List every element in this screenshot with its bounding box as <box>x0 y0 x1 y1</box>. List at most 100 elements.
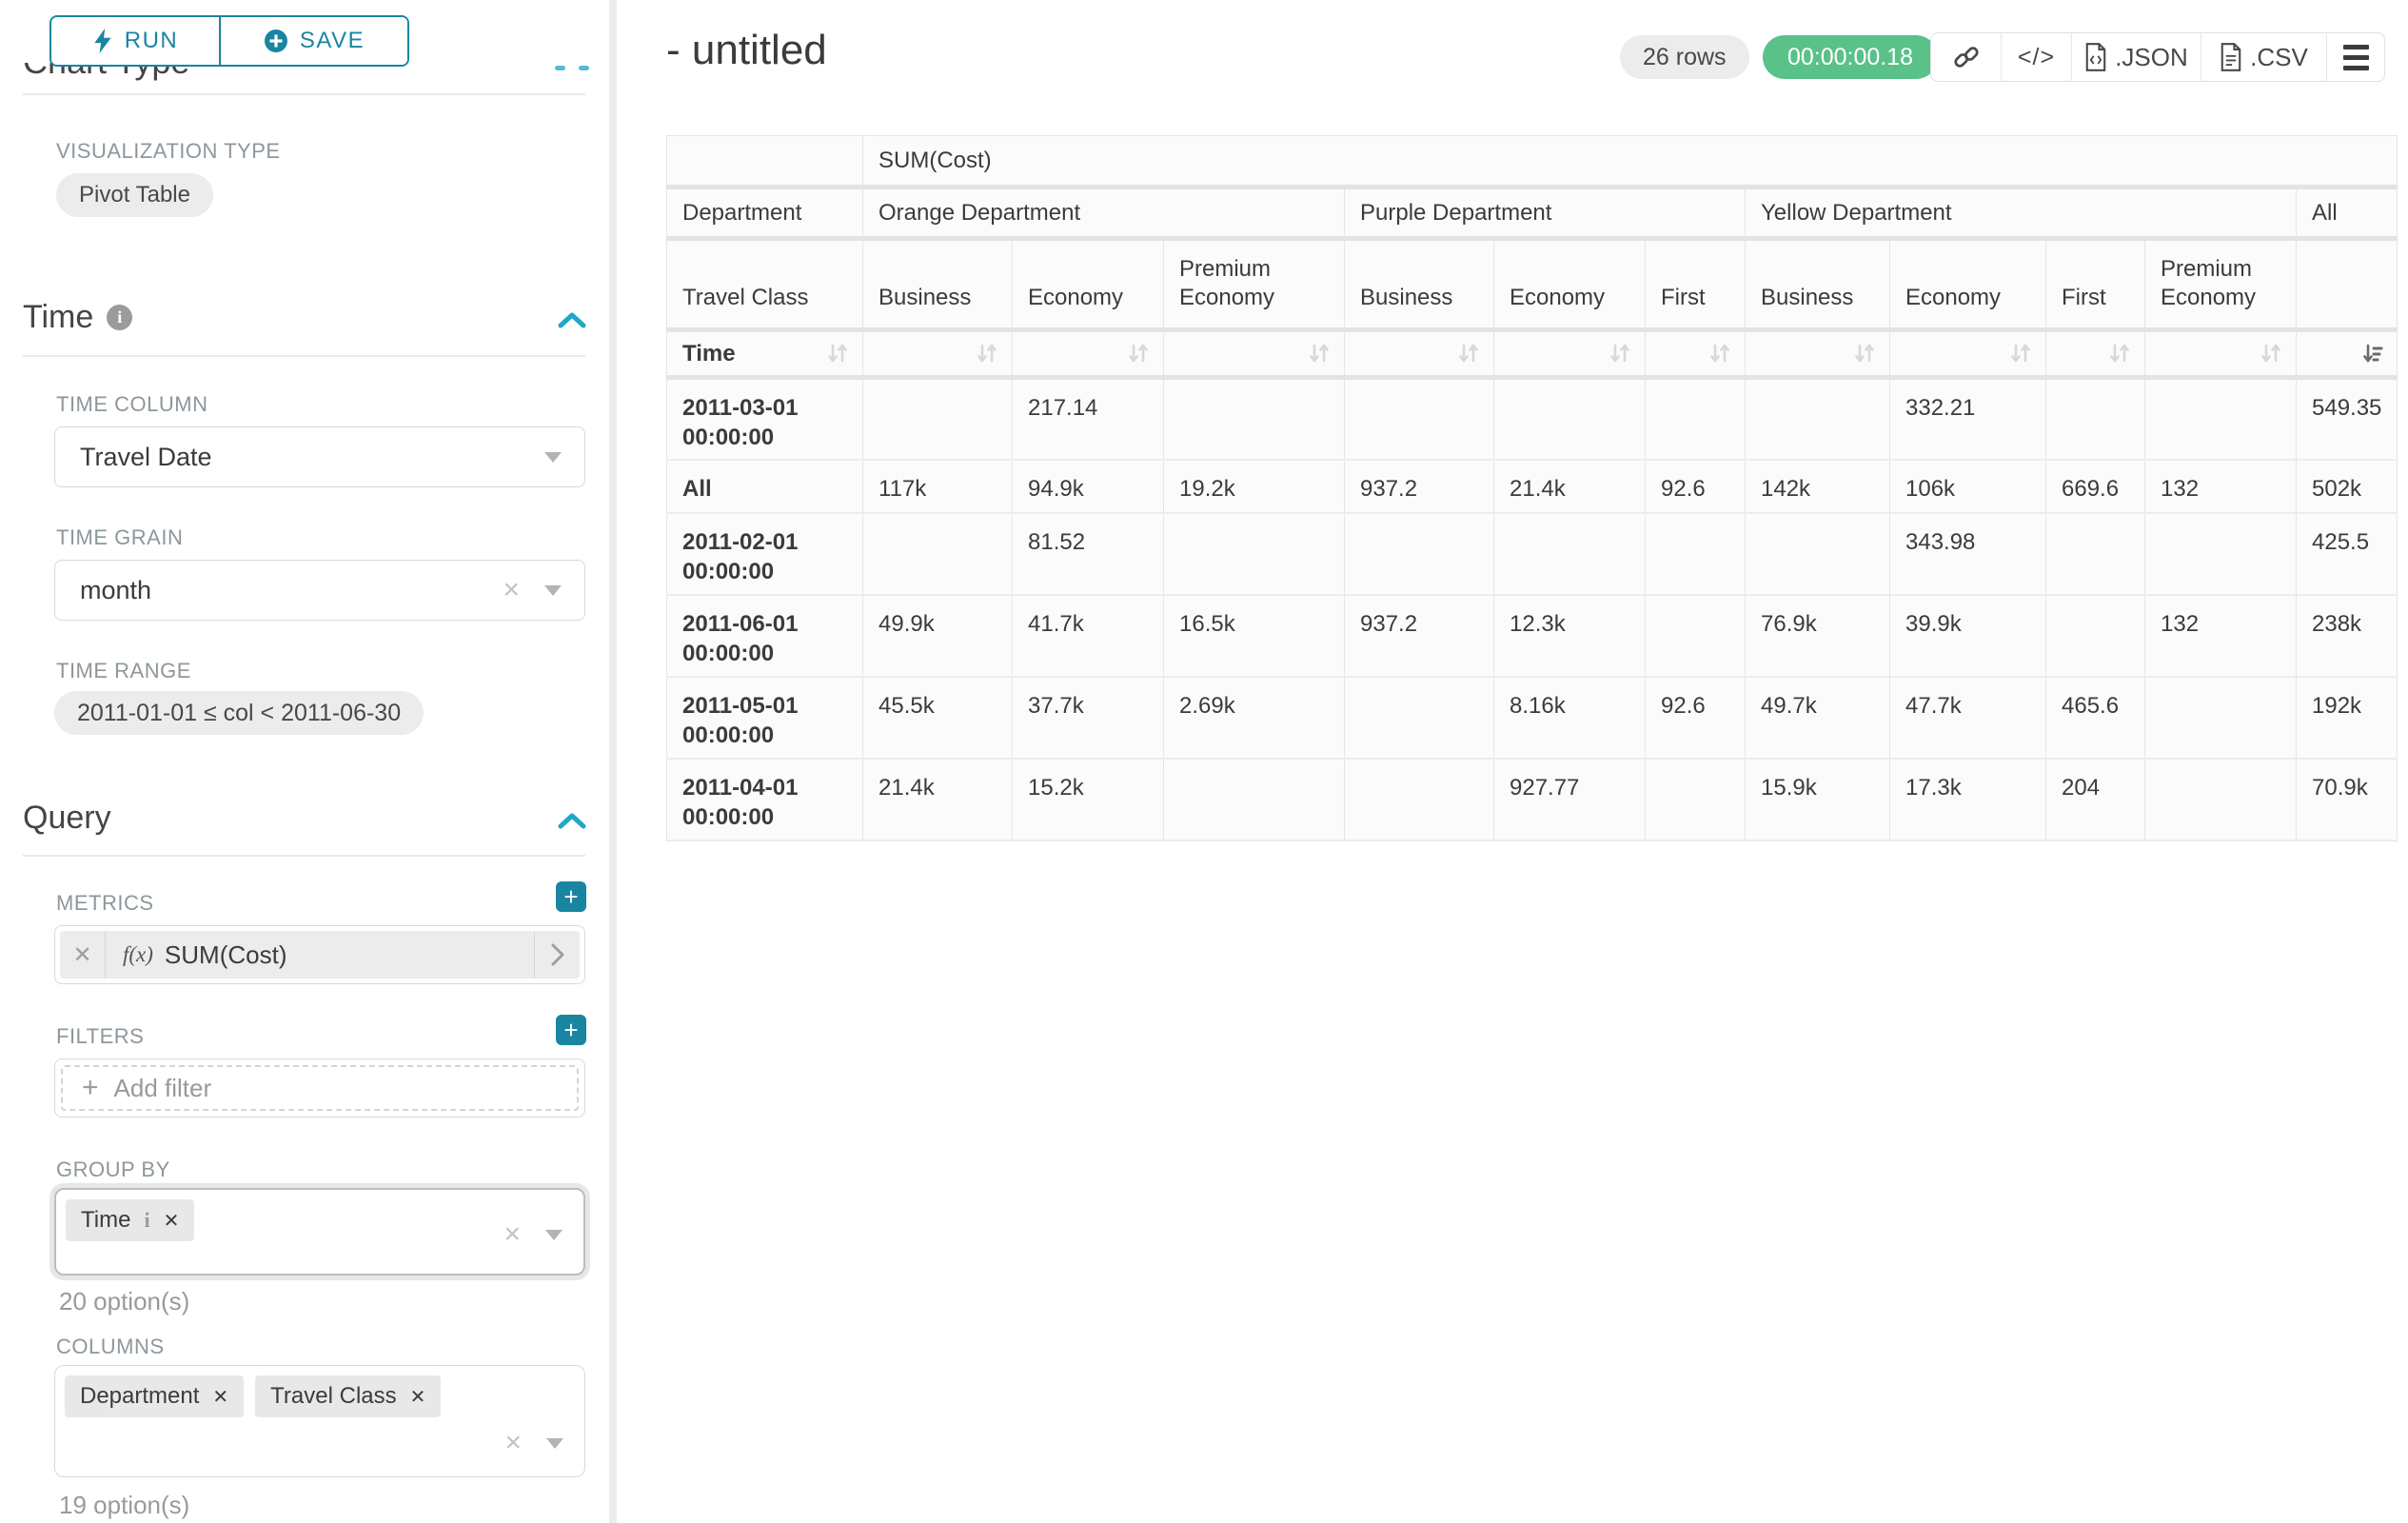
columns-select[interactable]: Department ✕ Travel Class ✕ × <box>54 1365 585 1477</box>
divider <box>23 355 585 357</box>
cell: 12.3k <box>1493 594 1646 678</box>
cell: 204 <box>2045 758 2145 841</box>
sort-icon[interactable] <box>1125 341 1152 367</box>
csv-file-icon <box>2220 43 2241 71</box>
group-by-options-note: 20 option(s) <box>59 1287 190 1315</box>
columns-options-note: 19 option(s) <box>59 1491 190 1519</box>
sort-icon[interactable] <box>1455 341 1482 367</box>
cell: 549.35 <box>2295 377 2398 461</box>
cell <box>2144 758 2297 841</box>
cell: 332.21 <box>1889 377 2046 461</box>
sort-icon[interactable] <box>1707 341 1733 367</box>
query-timer-badge: 00:00:00.18 <box>1763 35 1939 79</box>
cell <box>1493 377 1646 461</box>
action-bar: RUN SAVE <box>0 0 609 67</box>
save-button[interactable]: SAVE <box>219 17 407 65</box>
cell <box>862 512 1013 596</box>
time-column-select[interactable]: Travel Date <box>54 426 585 487</box>
sort-desc-icon[interactable] <box>2359 341 2385 367</box>
class-header <box>2295 238 2398 332</box>
group-by-select[interactable]: Time i ✕ × <box>54 1188 585 1276</box>
add-filter-plus-button[interactable]: + <box>556 1015 586 1045</box>
cell <box>1344 377 1494 461</box>
sort-header-cell <box>1012 329 1164 380</box>
sort-header-cell <box>1645 329 1746 380</box>
class-header: Business <box>1344 238 1494 332</box>
cell: 94.9k <box>1012 459 1164 514</box>
chevron-up-icon[interactable] <box>558 811 586 830</box>
run-button[interactable]: RUN <box>51 17 219 65</box>
remove-metric-icon[interactable]: ✕ <box>60 931 106 979</box>
sort-icon[interactable] <box>2106 341 2133 367</box>
cell: 15.2k <box>1012 758 1164 841</box>
columns-tag[interactable]: Travel Class ✕ <box>255 1375 442 1417</box>
time-section-header[interactable]: Time i <box>23 299 133 336</box>
divider <box>23 855 585 857</box>
metric-value: SUM(Cost) <box>164 940 287 969</box>
time-grain-select[interactable]: month × <box>54 560 585 621</box>
caret-down-icon[interactable] <box>545 1229 563 1240</box>
cell: 70.9k <box>2295 758 2398 841</box>
remove-tag-icon[interactable]: ✕ <box>163 1210 180 1232</box>
add-metric-button[interactable]: + <box>556 881 586 912</box>
sort-icon[interactable] <box>2007 341 2034 367</box>
cell: 117k <box>862 459 1013 514</box>
class-header: Economy <box>1889 238 2046 332</box>
panel-scrollbar[interactable] <box>609 0 617 1523</box>
cell: 669.6 <box>2045 459 2145 514</box>
cell: 8.16k <box>1493 676 1646 760</box>
caret-down-icon[interactable] <box>544 584 562 596</box>
viz-type-pill[interactable]: Pivot Table <box>56 173 213 217</box>
chart-title[interactable]: - untitled <box>666 27 827 73</box>
sort-header-cell <box>1745 329 1890 380</box>
add-filter-button[interactable]: + Add filter <box>61 1065 579 1111</box>
cell: 15.9k <box>1745 758 1890 841</box>
export-csv-button[interactable]: .CSV <box>2201 33 2327 81</box>
sort-icon[interactable] <box>1607 341 1633 367</box>
time-column-value: Travel Date <box>80 442 212 471</box>
time-grain-label: TIME GRAIN <box>56 525 184 549</box>
chevron-up-icon[interactable] <box>558 310 586 329</box>
columns-tag-label: Department <box>80 1383 200 1409</box>
cell <box>1493 512 1646 596</box>
sort-icon[interactable] <box>2258 341 2284 367</box>
panel-resize-dot[interactable] <box>555 66 565 70</box>
remove-tag-icon[interactable]: ✕ <box>212 1386 229 1408</box>
sort-icon[interactable] <box>1306 341 1332 367</box>
cell: 49.7k <box>1745 676 1890 760</box>
time-range-pill[interactable]: 2011-01-01 ≤ col < 2011-06-30 <box>54 691 424 735</box>
class-header: First <box>2045 238 2145 332</box>
caret-down-icon[interactable] <box>546 1437 563 1449</box>
row-header: 2011-04-01 00:00:00 <box>666 758 863 841</box>
metrics-label: METRICS <box>56 891 154 915</box>
pivot-table-container: SUM(Cost) Department Orange Department Purp… <box>666 135 2398 841</box>
sort-icon[interactable] <box>974 341 1000 367</box>
caret-down-icon[interactable] <box>544 451 562 463</box>
plus-circle-icon <box>264 30 287 52</box>
metric-pill[interactable]: ✕ f(x) SUM(Cost) <box>60 931 580 979</box>
cell: 21.4k <box>1493 459 1646 514</box>
clear-icon[interactable]: × <box>503 1218 521 1250</box>
cell <box>1163 512 1345 596</box>
cell: 21.4k <box>862 758 1013 841</box>
sort-icon[interactable] <box>824 341 851 367</box>
class-header: Premium Economy <box>2144 238 2297 332</box>
columns-tag[interactable]: Department ✕ <box>65 1375 245 1417</box>
sort-icon[interactable] <box>1851 341 1878 367</box>
more-menu-button[interactable] <box>2327 33 2384 81</box>
link-icon <box>1953 47 1979 68</box>
export-json-button[interactable]: .JSON <box>2072 33 2201 81</box>
share-link-button[interactable] <box>1931 33 2002 81</box>
chevron-right-icon[interactable] <box>534 931 580 979</box>
class-header: Premium Economy <box>1163 238 1345 332</box>
clear-icon[interactable]: × <box>504 1427 522 1458</box>
sort-header-cell <box>862 329 1013 380</box>
group-by-tag[interactable]: Time i ✕ <box>66 1199 195 1241</box>
panel-resize-dot[interactable] <box>579 66 589 70</box>
class-header: Business <box>1745 238 1890 332</box>
query-section-header[interactable]: Query <box>23 800 111 837</box>
cell <box>1344 758 1494 841</box>
view-query-button[interactable]: </> <box>2002 33 2072 81</box>
clear-icon[interactable]: × <box>503 574 520 605</box>
remove-tag-icon[interactable]: ✕ <box>409 1386 426 1408</box>
